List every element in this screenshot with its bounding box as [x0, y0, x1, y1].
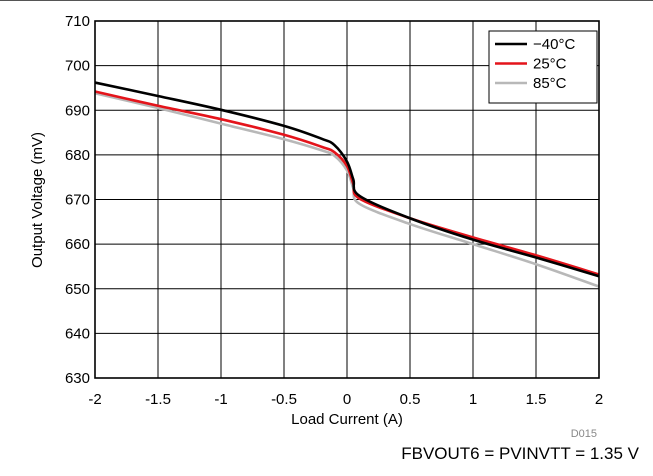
plot-frame: [94, 20, 600, 379]
series-lines: [94, 81, 600, 288]
x-tick-label: 0.5: [400, 391, 421, 408]
series-line: [94, 92, 600, 288]
y-axis-label: Output Voltage (mV): [29, 132, 46, 268]
legend-label: 25°C: [533, 56, 567, 73]
x-tick-labels: -2 -1.5 -1 -0.5 0 0.5 1 1.5 2: [88, 391, 603, 408]
x-tick-label: 0: [343, 391, 351, 408]
y-tick-label: 700: [65, 58, 90, 75]
line-chart: -2 -1.5 -1 -0.5 0 0.5 1 1.5 2 630 640 650 660 670 680…: [29, 13, 603, 440]
x-tick-label: 1.5: [526, 391, 547, 408]
x-tick-label: -0.5: [271, 391, 297, 408]
x-tick-label: 2: [595, 391, 603, 408]
x-axis-label: Load Current (A): [291, 411, 403, 428]
y-tick-label: 650: [65, 281, 90, 298]
legend-label: 85°C: [533, 75, 567, 92]
chart-caption: FBVOUT6 = PVINVTT = 1.35 V: [401, 444, 639, 463]
y-tick-label: 630: [65, 370, 90, 387]
y-tick-label: 640: [65, 325, 90, 342]
series-line: [94, 90, 600, 276]
y-tick-label: 690: [65, 102, 90, 119]
x-tick-label: 1: [469, 391, 477, 408]
x-tick-label: -2: [88, 391, 101, 408]
x-tick-label: -1: [214, 391, 227, 408]
legend-label: −40°C: [533, 36, 575, 53]
y-tick-label: 680: [65, 147, 90, 164]
y-tick-label: 660: [65, 236, 90, 253]
y-tick-label: 670: [65, 192, 90, 209]
legend: −40°C 25°C 85°C: [488, 30, 598, 104]
figure-id: D015: [571, 428, 597, 440]
y-tick-label: 710: [65, 13, 90, 30]
y-tick-labels: 630 640 650 660 670 680 690 700 710: [65, 13, 90, 387]
top-divider: [0, 0, 653, 1]
series-line: [94, 81, 600, 278]
x-tick-label: -1.5: [145, 391, 171, 408]
